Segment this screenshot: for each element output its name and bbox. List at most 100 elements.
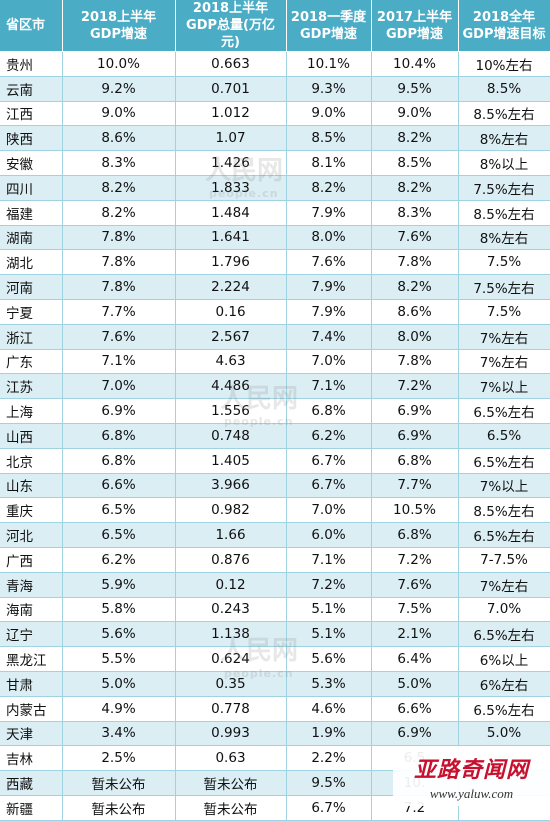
value-cell: 7.6%	[371, 225, 459, 251]
value-cell: 0.701	[175, 76, 287, 102]
value-cell: 0.748	[175, 423, 287, 449]
value-cell: 8.0%	[286, 225, 372, 251]
value-cell: 6.4%	[371, 646, 459, 672]
value-cell: 8.5%左右	[458, 200, 550, 226]
table-row: 宁夏 7.7% 0.16 7.9% 8.6% 7.5%	[0, 299, 550, 325]
value-cell: 6.8%	[371, 448, 459, 474]
value-cell: 2.224	[175, 274, 287, 300]
table-row: 湖南 7.8% 1.641 8.0% 7.6% 8%左右	[0, 225, 550, 251]
value-cell: 9.5%	[371, 76, 459, 102]
province-cell: 江苏	[0, 373, 63, 400]
value-cell: 8.2%	[371, 274, 459, 300]
value-cell: 9.2%	[62, 76, 176, 102]
value-cell: 7.5%	[458, 299, 550, 325]
value-cell: 7.2%	[286, 572, 372, 598]
value-cell: 6.7%	[286, 448, 372, 474]
value-cell: 6%左右	[458, 671, 550, 697]
value-cell: 5.6%	[62, 621, 176, 648]
value-cell: 7.0%	[286, 497, 372, 524]
value-cell: 7.6%	[62, 324, 176, 350]
value-cell: 5.5%	[62, 646, 176, 672]
value-cell: 8.2%	[62, 175, 176, 201]
value-cell: 7.8%	[371, 349, 459, 375]
value-cell: 1.556	[175, 398, 287, 424]
province-cell: 江西	[0, 101, 63, 127]
value-cell: 1.796	[175, 249, 287, 276]
value-cell: 5.1%	[286, 621, 372, 648]
table-row: 贵州 10.0% 0.663 10.1% 10.4% 10%左右	[0, 51, 550, 77]
table-row: 广西 6.2% 0.876 7.1% 7.2% 7-7.5%	[0, 547, 550, 573]
value-cell: 7.5%	[458, 249, 550, 276]
value-cell: 7.5%左右	[458, 175, 550, 201]
value-cell: 10%左右	[458, 51, 550, 77]
value-cell: 8.5%左右	[458, 497, 550, 524]
value-cell: 7.1%	[286, 547, 372, 573]
table-row: 湖北 7.8% 1.796 7.6% 7.8% 7.5%	[0, 249, 550, 276]
value-cell: 8.5%左右	[458, 101, 550, 127]
value-cell: 9.0%	[371, 101, 459, 127]
value-cell: 7.6%	[371, 572, 459, 598]
table-row: 河北 6.5% 1.66 6.0% 6.8% 6.5%左右	[0, 522, 550, 548]
value-cell: 4.63	[175, 349, 287, 375]
column-header: 2018上半年 GDP增速	[62, 0, 176, 52]
province-cell: 陕西	[0, 125, 63, 152]
table-row: 山西 6.8% 0.748 6.2% 6.9% 6.5%	[0, 423, 550, 449]
value-cell: 7.0%	[62, 373, 176, 400]
province-cell: 新疆	[0, 795, 63, 821]
value-cell: 5.0%	[371, 671, 459, 697]
value-cell: 6.7%	[286, 473, 372, 499]
value-cell: 8.5%	[458, 76, 550, 102]
value-cell: 5.0%	[458, 721, 550, 747]
table-row: 黑龙江 5.5% 0.624 5.6% 6.4% 6%以上	[0, 646, 550, 672]
value-cell: 8.6%	[62, 125, 176, 152]
value-cell: 7.5%	[371, 597, 459, 623]
province-cell: 河北	[0, 522, 63, 548]
value-cell: 8%左右	[458, 225, 550, 251]
value-cell: 1.833	[175, 175, 287, 201]
site-logo: 亚路奇闻网 www.yaluw.com	[393, 746, 550, 806]
value-cell: 7%左右	[458, 572, 550, 598]
value-cell: 8.1%	[286, 150, 372, 176]
value-cell: 6.8%	[62, 448, 176, 474]
value-cell: 7.7%	[371, 473, 459, 499]
province-cell: 广西	[0, 547, 63, 573]
value-cell: 6.5%	[62, 522, 176, 548]
value-cell: 6.5%左右	[458, 696, 550, 722]
value-cell: 7.8%	[62, 249, 176, 276]
value-cell: 8.5%	[371, 150, 459, 176]
value-cell: 4.9%	[62, 696, 176, 722]
table-row: 江西 9.0% 1.012 9.0% 9.0% 8.5%左右	[0, 101, 550, 127]
value-cell: 9.3%	[286, 76, 372, 102]
value-cell: 6.9%	[62, 398, 176, 424]
province-cell: 云南	[0, 76, 63, 102]
province-cell: 青海	[0, 572, 63, 598]
value-cell: 5.8%	[62, 597, 176, 623]
value-cell: 0.778	[175, 696, 287, 722]
value-cell: 8.0%	[371, 324, 459, 350]
value-cell: 0.993	[175, 721, 287, 747]
table-row: 云南 9.2% 0.701 9.3% 9.5% 8.5%	[0, 76, 550, 102]
value-cell: 3.4%	[62, 721, 176, 747]
table-row: 辽宁 5.6% 1.138 5.1% 2.1% 6.5%左右	[0, 621, 550, 648]
table-row: 安徽 8.3% 1.426 8.1% 8.5% 8%以上	[0, 150, 550, 176]
value-cell: 6.5%左右	[458, 398, 550, 424]
table-row: 四川 8.2% 1.833 8.2% 8.2% 7.5%左右	[0, 175, 550, 201]
table-row: 广东 7.1% 4.63 7.0% 7.8% 7%左右	[0, 349, 550, 375]
value-cell: 8.2%	[371, 175, 459, 201]
table-row: 江苏 7.0% 4.486 7.1% 7.2% 7%以上	[0, 373, 550, 400]
value-cell: 0.663	[175, 51, 287, 77]
value-cell: 6.5%左右	[458, 621, 550, 648]
value-cell: 7.5%左右	[458, 274, 550, 300]
value-cell: 2.2%	[286, 745, 372, 772]
value-cell: 7.9%	[286, 299, 372, 325]
value-cell: 1.66	[175, 522, 287, 548]
value-cell: 9.5%	[286, 770, 372, 796]
value-cell: 6.8%	[62, 423, 176, 449]
table-row: 福建 8.2% 1.484 7.9% 8.3% 8.5%左右	[0, 200, 550, 226]
table-row: 青海 5.9% 0.12 7.2% 7.6% 7%左右	[0, 572, 550, 598]
header-row: 省区市 2018上半年 GDP增速 2018上半年 GDP总量(万亿元) 2018一季…	[0, 0, 550, 52]
province-cell: 甘肃	[0, 671, 63, 697]
site-logo-name: 亚路奇闻网	[413, 757, 529, 783]
value-cell: 7-7.5%	[458, 547, 550, 573]
value-cell: 8.2%	[286, 175, 372, 201]
